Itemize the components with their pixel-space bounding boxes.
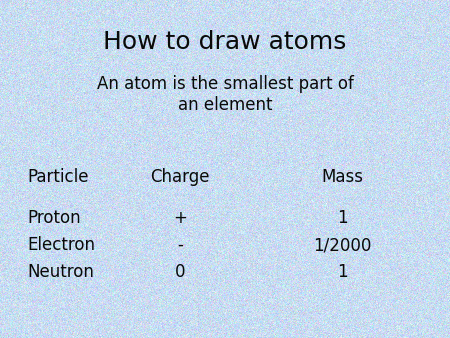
Text: Mass: Mass	[321, 168, 363, 187]
Text: 1: 1	[337, 209, 347, 227]
Text: How to draw atoms: How to draw atoms	[104, 30, 346, 54]
Text: An atom is the smallest part of
an element: An atom is the smallest part of an eleme…	[97, 75, 353, 114]
Text: 1: 1	[337, 263, 347, 281]
Text: 1/2000: 1/2000	[313, 236, 371, 254]
Text: Neutron: Neutron	[27, 263, 94, 281]
Text: +: +	[173, 209, 187, 227]
Text: Proton: Proton	[27, 209, 81, 227]
Text: -: -	[177, 236, 183, 254]
Text: Particle: Particle	[27, 168, 89, 187]
Text: Charge: Charge	[150, 168, 210, 187]
Text: Electron: Electron	[27, 236, 95, 254]
Text: 0: 0	[175, 263, 185, 281]
